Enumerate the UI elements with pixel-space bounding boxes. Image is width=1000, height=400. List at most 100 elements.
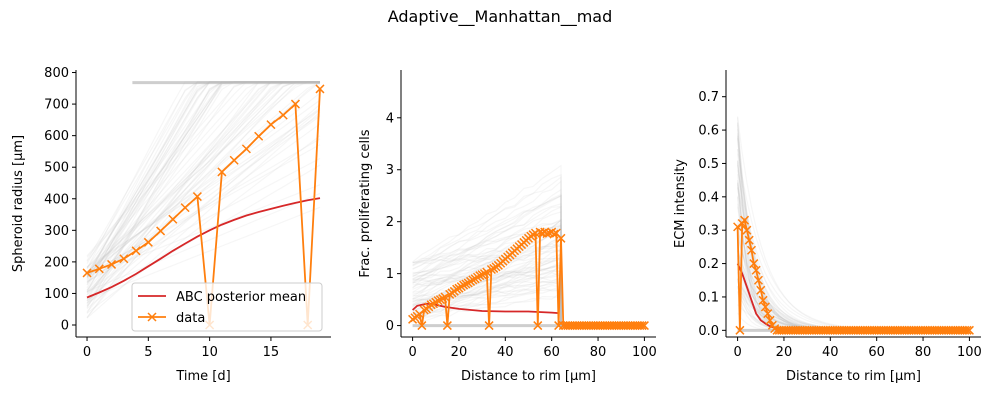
y-tick-label: 300 [44, 224, 69, 239]
y-tick-label: 100 [44, 287, 69, 302]
posterior-sample-trace [86, 81, 320, 302]
data-point-marker [742, 225, 752, 235]
posterior-sample-trace [86, 81, 320, 279]
posterior-sample-trace [412, 223, 645, 327]
posterior-sample-trace [412, 194, 645, 327]
posterior-sample-trace [86, 81, 320, 281]
y-tick-label: 4 [386, 111, 394, 126]
posterior-sample-trace [412, 291, 645, 327]
data-point-marker [461, 279, 471, 289]
data-point-marker [962, 325, 972, 335]
posterior-sample-trace [412, 278, 645, 327]
posterior-sample-trace [86, 109, 321, 302]
data-point-marker [180, 203, 190, 213]
panel-spheroid-radius: 0 5 10 15 0 100 200 300 400 500 600 700 800 Time [d] S… [11, 66, 331, 384]
y-tick-label: 1 [386, 267, 394, 282]
y-tick-label: 0 [386, 319, 394, 334]
posterior-sample-trace [86, 138, 321, 277]
posterior-sample-trace [86, 81, 320, 296]
posterior-sample-trace [86, 81, 320, 280]
data-point-marker [433, 296, 443, 306]
posterior-sample-trace [412, 231, 645, 327]
posterior-sample-trace [86, 81, 320, 279]
posterior-sample-trace [86, 81, 320, 286]
data-point-marker [143, 237, 153, 247]
data-point-marker [440, 292, 450, 302]
data-point-marker [278, 110, 288, 120]
posterior-sample-trace [86, 81, 320, 294]
posterior-sample-trace [86, 81, 320, 257]
data-point-marker [744, 235, 754, 245]
posterior-sample-trace [412, 257, 645, 327]
x-tick-label: 80 [915, 345, 932, 360]
data-point-marker [290, 99, 300, 109]
posterior-sample-trace [86, 109, 321, 270]
data-point-marker [482, 267, 492, 277]
posterior-sample-trace [86, 115, 321, 284]
y-tick-label: 0.4 [698, 190, 719, 205]
posterior-sample-trace [86, 144, 321, 276]
data-point-marker [749, 259, 759, 269]
figure-suptitle: Adaptive__Manhattan__mad [388, 7, 613, 27]
posterior-sample-trace [737, 116, 970, 331]
data-point-marker [156, 226, 166, 236]
y-tick-label: 3 [386, 163, 394, 178]
posterior-sample-trace [412, 243, 645, 327]
posterior-sample-trace [86, 81, 320, 306]
posterior-sample-trace [86, 81, 320, 314]
data-point-marker [753, 275, 763, 285]
posterior-sample-trace [86, 81, 320, 275]
posterior-sample-trace [86, 81, 321, 278]
x-axis-label: Time [d] [175, 369, 230, 384]
x-tick-label: 0 [408, 345, 416, 360]
posterior-sample-trace [86, 81, 320, 268]
x-axis-label: Distance to rim [μm] [461, 369, 596, 384]
panel-proliferating-cells: 0 20 40 60 80 100 0 1 2 3 4 Distance to rim [μm] Fra… [358, 70, 657, 384]
posterior-sample-trace [412, 263, 645, 327]
x-tick-label: 20 [451, 345, 468, 360]
y-tick-label: 0.7 [698, 90, 719, 105]
data-point-marker [746, 245, 757, 255]
x-tick-label: 40 [497, 345, 514, 360]
posterior-sample-trace [412, 277, 645, 327]
posterior-sample-trace [86, 81, 320, 269]
data-point-marker [735, 325, 745, 335]
posterior-sample-trace [86, 111, 321, 319]
posterior-sample-trace [412, 211, 645, 327]
posterior-sample-trace [86, 81, 320, 269]
posterior-sample-trace [86, 81, 321, 278]
x-tick-label: 10 [201, 345, 218, 360]
data-point-marker [459, 280, 469, 290]
posterior-sample-trace [86, 81, 320, 296]
posterior-sample-trace [86, 81, 320, 299]
posterior-sample-trace [412, 195, 645, 327]
posterior-sample-trace [412, 269, 645, 327]
x-tick-label: 15 [263, 345, 280, 360]
data-point-marker [484, 321, 494, 331]
posterior-sample-trace [86, 81, 320, 291]
posterior-sample-trace [412, 241, 645, 327]
y-tick-label: 700 [44, 98, 69, 113]
posterior-sample-trace [412, 285, 645, 327]
posterior-sample-trace [86, 81, 320, 277]
posterior-sample-trace [412, 193, 645, 327]
posterior-mean-line [86, 197, 321, 299]
posterior-sample-trace [412, 224, 645, 327]
data-point-marker [94, 264, 104, 274]
posterior-sample-trace [412, 179, 645, 327]
data-point-marker [637, 321, 647, 331]
posterior-sample-trace [412, 260, 645, 327]
posterior-sample-trace [412, 261, 645, 327]
data-point-marker [435, 295, 445, 305]
posterior-sample-traces [86, 81, 321, 319]
data-point-marker [549, 229, 559, 239]
data-point-marker [254, 131, 264, 141]
legend-mean-label: ABC posterior mean [176, 290, 306, 305]
posterior-sample-trace [86, 81, 320, 293]
posterior-sample-trace [412, 257, 645, 327]
y-tick-label: 0 [61, 319, 69, 334]
posterior-sample-trace [86, 81, 320, 293]
posterior-sample-trace [86, 81, 320, 276]
y-tick-label: 800 [44, 66, 69, 81]
legend-frame [131, 282, 323, 332]
